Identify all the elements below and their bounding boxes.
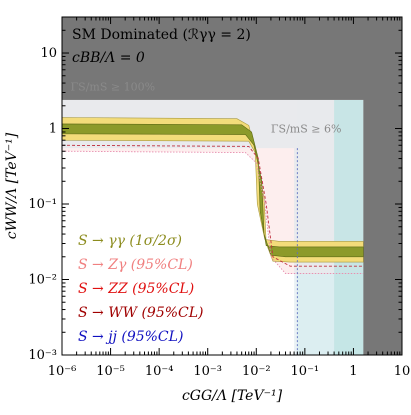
y-tick-label: 10⁻¹	[28, 197, 57, 212]
x-tick-label: 1	[349, 364, 357, 379]
y-tick-label: 10⁻³	[28, 348, 57, 363]
x-tick-label: 10⁻⁶	[48, 364, 77, 379]
axis-ticks	[61, 16, 403, 356]
x-tick-label: 10⁻⁴	[145, 364, 174, 379]
chart-text: 10⁻⁶ 10⁻⁵ 10⁻⁴ 10⁻³ 10⁻² 10⁻¹ 1 10 10⁻³ 10⁻² 10⁻¹ 1…	[4, 27, 410, 404]
x-tick-label: 10⁻⁵	[96, 364, 125, 379]
x-axis-label: cGG/Λ [TeV⁻¹]	[182, 388, 283, 404]
width-annotation: ΓS/mS ≥ 100%	[71, 80, 156, 93]
legend-entry: S → Zγ (95%CL)	[78, 257, 193, 273]
jj-band	[334, 99, 364, 355]
y-tick-label: 10	[40, 46, 57, 61]
y-tick-label: 10⁻²	[28, 273, 57, 288]
plot-area	[62, 17, 402, 355]
chart-title: SM Dominated (ℛγγ = 2)	[72, 27, 251, 43]
legend-entry: S → WW (95%CL)	[78, 305, 204, 321]
plot-frame	[61, 16, 403, 356]
width-annotation: ΓS/mS ≥ 6%	[271, 123, 342, 136]
chart-subtitle: cBB/Λ = 0	[72, 50, 145, 66]
legend-entry: S → γγ (1σ/2σ)	[78, 233, 182, 249]
gamma-gamma-1sigma-band	[62, 123, 364, 258]
y-axis-label: cWW/Λ [TeV⁻¹]	[4, 132, 20, 239]
legend-entry: S → jj (95%CL)	[78, 329, 183, 345]
zz-boundary-line	[62, 144, 364, 267]
x-tick-label: 10⁻³	[193, 364, 222, 379]
y-tick-label: 1	[49, 122, 57, 137]
x-tick-label: 10⁻¹	[291, 364, 320, 379]
width-6-region	[62, 17, 402, 355]
legend-entry: S → ZZ (95%CL)	[78, 281, 194, 297]
plot-border	[61, 16, 403, 356]
excluded-dark-top	[62, 17, 402, 100]
x-tick-label: 10⁻²	[242, 364, 271, 379]
x-tick-label: 10	[394, 364, 411, 379]
